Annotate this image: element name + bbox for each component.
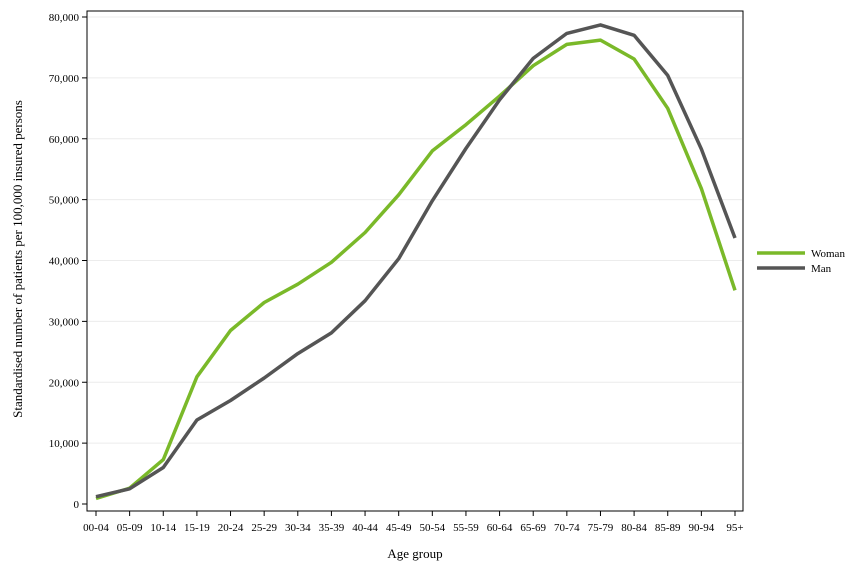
y-tick-label: 50,000 [49, 195, 80, 207]
y-axis: 0 10,000 20,000 30,000 40,000 50,000 60,000 70,… [49, 12, 87, 511]
series-line-man [95, 23, 737, 499]
x-tick-label: 15-19 [184, 522, 210, 534]
y-tick-label: 80,000 [49, 12, 80, 24]
x-tick-label: 10-14 [150, 522, 176, 534]
y-axis-title: Standardised number of patients per 100,… [10, 100, 25, 418]
x-tick-label: 75-79 [588, 522, 614, 534]
x-tick-label: 20-24 [218, 522, 244, 534]
x-tick-label: 55-59 [453, 522, 479, 534]
x-tick-label: 40-44 [352, 522, 378, 534]
y-tick-label: 10,000 [49, 438, 80, 450]
legend-label-woman: Woman [811, 248, 845, 260]
series-lines [95, 23, 737, 501]
x-tick-label: 65-69 [520, 522, 546, 534]
x-tick-label: 30-34 [285, 522, 311, 534]
x-tick-label: 35-39 [319, 522, 345, 534]
x-tick-label: 90-94 [689, 522, 715, 534]
x-tick-label: 05-09 [117, 522, 143, 534]
x-tick-label: 50-54 [419, 522, 445, 534]
x-tick-label: 25-29 [251, 522, 277, 534]
x-tick-label: 00-04 [83, 522, 109, 534]
x-axis: 00-04 05-09 10-14 15-19 20-24 25-29 30-34 35-39… [83, 511, 744, 534]
x-tick-label: 60-64 [487, 522, 513, 534]
gridlines [88, 16, 742, 444]
y-tick-label: 20,000 [49, 377, 80, 389]
y-tick-label: 40,000 [49, 256, 80, 268]
y-tick-label: 30,000 [49, 316, 80, 328]
series-line-woman [95, 38, 737, 501]
y-tick-label: 70,000 [49, 73, 80, 85]
x-tick-label: 45-49 [386, 522, 412, 534]
x-tick-label: 85-89 [655, 522, 681, 534]
legend: Woman Man [757, 248, 845, 275]
y-tick-label: 60,000 [49, 134, 80, 146]
x-tick-label: 80-84 [621, 522, 647, 534]
x-tick-label: 70-74 [554, 522, 580, 534]
y-tick-label: 0 [74, 499, 80, 511]
x-axis-title: Age group [387, 546, 442, 561]
legend-label-man: Man [811, 263, 832, 275]
x-tick-label: 95+ [726, 522, 743, 534]
